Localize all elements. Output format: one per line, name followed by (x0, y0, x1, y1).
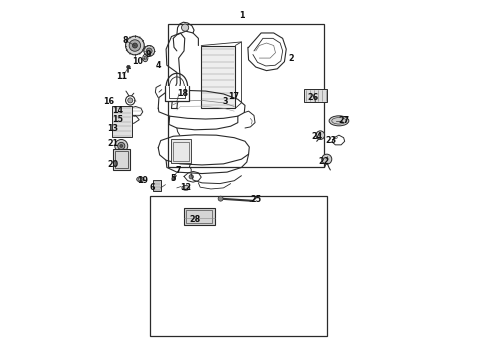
Circle shape (147, 48, 152, 54)
Bar (172, 139, 191, 163)
Ellipse shape (144, 56, 147, 60)
Circle shape (115, 139, 128, 152)
Bar (169, 86, 185, 98)
Text: 7: 7 (176, 166, 181, 175)
Circle shape (172, 177, 175, 180)
Bar (168, 24, 324, 167)
Circle shape (132, 43, 137, 48)
Text: 22: 22 (318, 157, 329, 166)
Text: 21: 21 (107, 139, 119, 148)
Text: 8: 8 (122, 36, 128, 45)
Text: 4: 4 (156, 61, 162, 70)
Bar (173, 141, 189, 161)
Text: 19: 19 (137, 176, 148, 185)
Bar (201, 45, 235, 108)
Text: 5: 5 (171, 174, 176, 183)
Ellipse shape (137, 177, 144, 182)
Text: 6: 6 (149, 183, 154, 192)
Circle shape (128, 98, 133, 103)
Bar (304, 89, 327, 102)
Bar (115, 151, 128, 168)
Circle shape (126, 65, 130, 69)
Ellipse shape (329, 116, 349, 126)
Text: 13: 13 (107, 123, 118, 132)
Bar (150, 196, 327, 336)
Text: 2: 2 (289, 54, 294, 63)
Circle shape (125, 36, 144, 55)
Circle shape (181, 24, 189, 31)
Bar (113, 149, 130, 170)
Text: 10: 10 (132, 57, 143, 66)
Bar (186, 210, 212, 223)
Text: 15: 15 (112, 114, 123, 123)
Text: 27: 27 (338, 116, 349, 125)
Circle shape (322, 154, 332, 164)
Circle shape (144, 45, 155, 56)
Circle shape (118, 142, 125, 149)
Circle shape (129, 40, 141, 51)
Bar (112, 107, 132, 137)
Bar (153, 180, 161, 191)
Circle shape (120, 144, 122, 147)
Text: 18: 18 (177, 89, 188, 98)
Ellipse shape (182, 185, 190, 190)
Circle shape (189, 175, 194, 179)
Text: 23: 23 (325, 136, 337, 145)
Text: 14: 14 (112, 105, 123, 114)
Circle shape (218, 196, 223, 201)
Text: 16: 16 (103, 97, 114, 106)
Text: 9: 9 (146, 50, 151, 59)
Text: 17: 17 (228, 92, 239, 101)
Text: 25: 25 (250, 195, 261, 204)
Text: 1: 1 (239, 10, 244, 19)
Text: 12: 12 (180, 183, 192, 192)
Text: 3: 3 (222, 96, 228, 105)
Text: 26: 26 (308, 93, 319, 102)
Circle shape (316, 131, 324, 139)
Text: 11: 11 (116, 72, 127, 81)
Bar (166, 86, 189, 101)
Text: 28: 28 (189, 215, 200, 224)
Text: 20: 20 (107, 161, 119, 170)
Bar (184, 208, 215, 225)
Text: 24: 24 (311, 132, 322, 141)
